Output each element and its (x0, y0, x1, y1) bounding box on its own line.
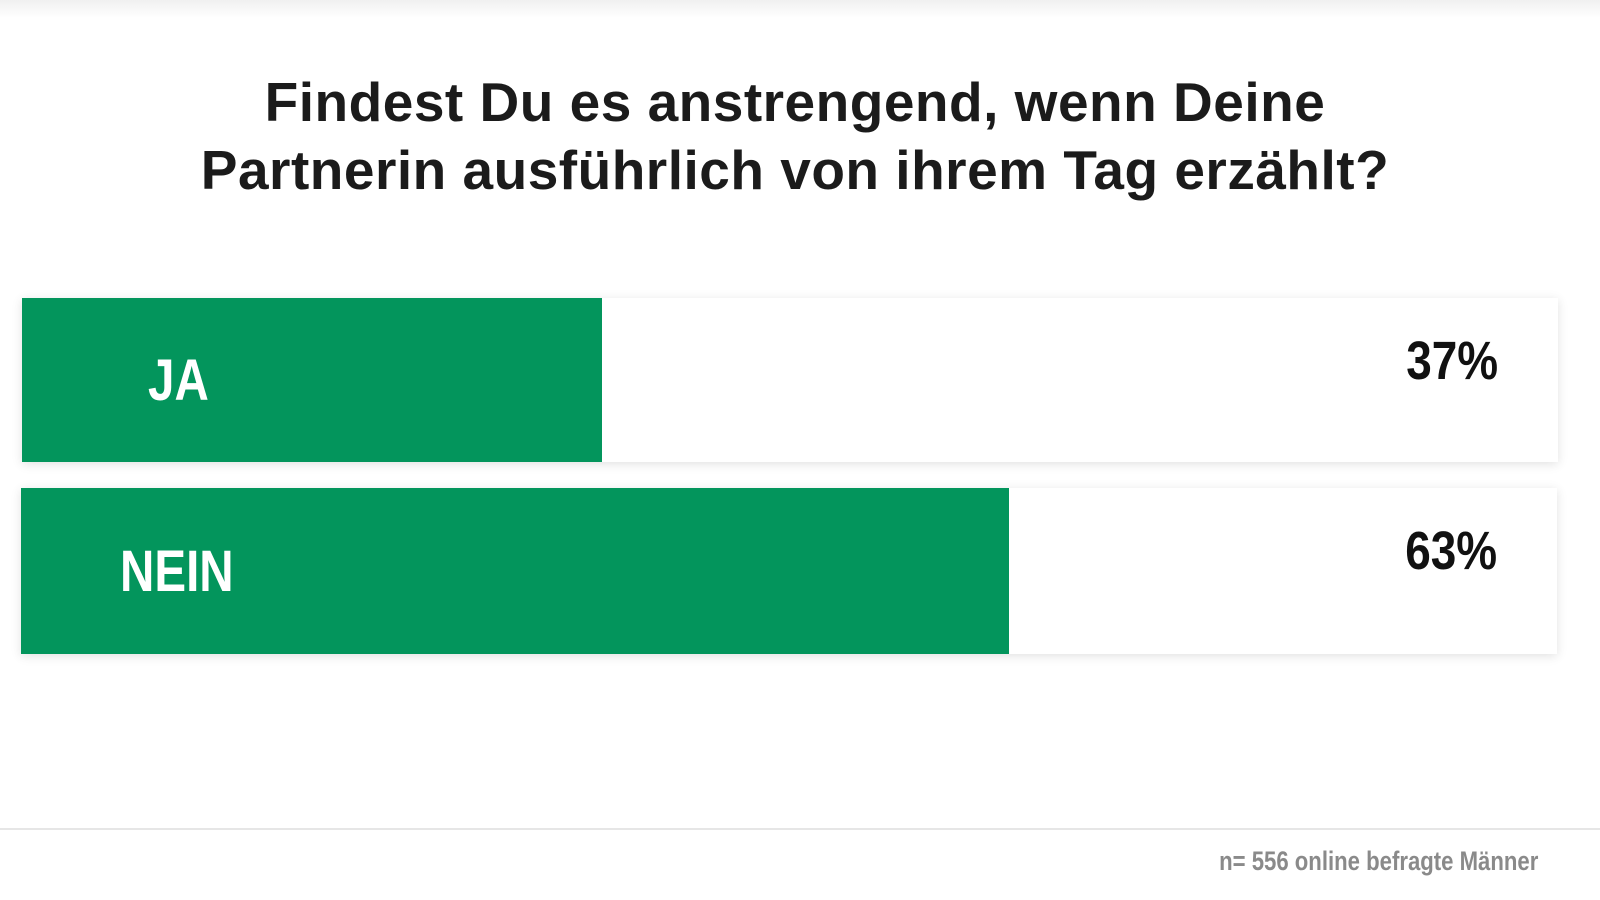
chart-title-line-1: Findest Du es anstrengend, wenn Deine (264, 71, 1326, 133)
bar-row-ja: JA 37% (22, 298, 1558, 462)
top-fade (0, 0, 1600, 18)
bar-label-ja: JA (148, 347, 209, 413)
bar-nein (21, 488, 1009, 654)
bar-row-nein: NEIN 63% (21, 488, 1557, 654)
bar-value-nein: 63% (1405, 521, 1497, 581)
chart-title: Findest Du es anstrengend, wenn Deine Pa… (0, 68, 1590, 204)
footer-divider (0, 828, 1600, 830)
bar-ja (22, 298, 602, 462)
sample-note: n= 556 online befragte Männer (1218, 846, 1538, 876)
bar-value-ja: 37% (1406, 331, 1498, 391)
chart-title-line-2: Partnerin ausführlich von ihrem Tag erzä… (200, 139, 1390, 201)
bar-label-nein: NEIN (120, 538, 234, 604)
